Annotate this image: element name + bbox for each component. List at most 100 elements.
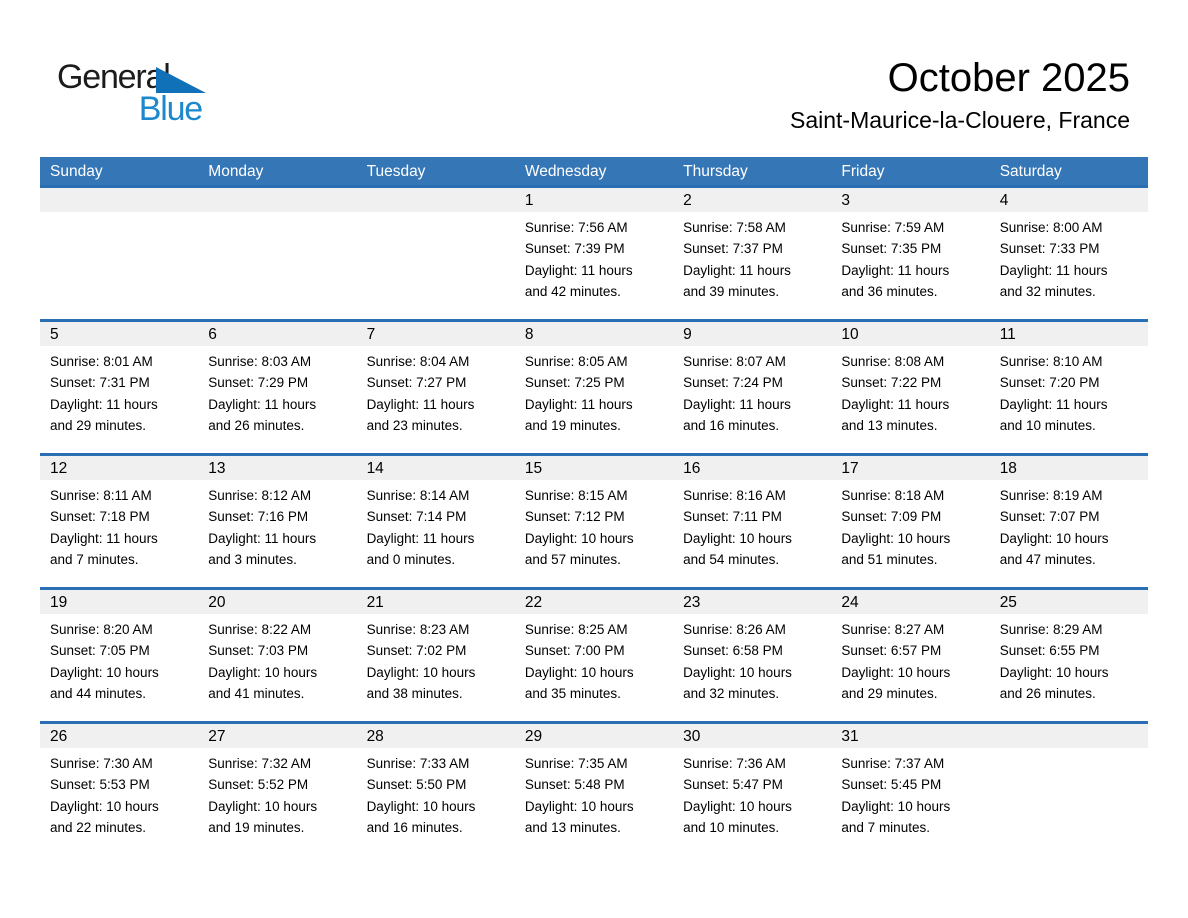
daylight-line-2: and 10 minutes. [999, 418, 1096, 434]
daylight-line-1: Daylight: 11 hours [841, 262, 950, 278]
daylight-line-2: and 0 minutes. [366, 552, 456, 568]
calendar-cell: 12 Sunrise: 8:11 AM Sunset: 7:18 PM Dayligh… [40, 456, 199, 587]
calendar-cell: 23 Sunrise: 8:26 AM Sunset: 6:58 PM Dayligh… [673, 590, 832, 721]
daylight-line-2: and 29 minutes. [841, 686, 938, 702]
sunset-text: Sunset: 7:16 PM [208, 509, 309, 525]
day-number: 28 [366, 728, 384, 745]
day-details: Sunrise: 7:58 AM Sunset: 7:37 PM Daylight:… [673, 212, 831, 303]
calendar-cell: 30 Sunrise: 7:36 AM Sunset: 5:47 PM Dayligh… [673, 724, 832, 855]
daylight-line-1: Daylight: 10 hours [841, 798, 951, 814]
day-number: 10 [841, 326, 859, 343]
calendar-cell: 19 Sunrise: 8:20 AM Sunset: 7:05 PM Dayligh… [40, 590, 199, 721]
day-number: 31 [841, 728, 859, 745]
day-details [198, 212, 356, 217]
daylight-line-1: Daylight: 11 hours [50, 396, 158, 412]
daylight-line-2: and 22 minutes. [50, 820, 147, 836]
day-number-band: 24 [831, 590, 990, 614]
daylight-line-2: and 39 minutes. [683, 284, 780, 300]
title-block: October 2025 Saint-Maurice-la-Clouere, F… [790, 55, 1130, 136]
daylight-line-1: Daylight: 11 hours [208, 396, 317, 412]
day-details: Sunrise: 7:56 AM Sunset: 7:39 PM Daylight:… [515, 212, 673, 303]
calendar-cell: 20 Sunrise: 8:22 AM Sunset: 7:03 PM Dayligh… [198, 590, 357, 721]
sunrise-text: Sunrise: 8:14 AM [366, 488, 470, 503]
day-number: 23 [683, 594, 701, 611]
day-number-band: 19 [40, 590, 199, 614]
calendar-cell: 18 Sunrise: 8:19 AM Sunset: 7:07 PM Dayligh… [989, 456, 1148, 587]
calendar-cell: 6 Sunrise: 8:03 AM Sunset: 7:29 PM Daylight… [198, 322, 357, 453]
day-number-band: 23 [673, 590, 832, 614]
sunrise-text: Sunrise: 7:59 AM [841, 220, 945, 235]
sunset-text: Sunset: 7:35 PM [841, 241, 942, 257]
day-number-band: 4 [989, 188, 1148, 212]
calendar-cell: 5 Sunrise: 8:01 AM Sunset: 7:31 PM Daylight… [40, 322, 199, 453]
calendar-cell: 2 Sunrise: 7:58 AM Sunset: 7:37 PM Daylight… [673, 188, 832, 319]
day-details: Sunrise: 8:20 AM Sunset: 7:05 PM Daylight:… [40, 614, 198, 705]
day-number-band: 18 [989, 456, 1148, 480]
day-number-band: 27 [198, 724, 357, 748]
daylight-line-2: and 29 minutes. [50, 418, 147, 434]
day-details: Sunrise: 7:35 AM Sunset: 5:48 PM Daylight:… [515, 748, 673, 839]
day-details: Sunrise: 7:37 AM Sunset: 5:45 PM Daylight:… [831, 748, 989, 839]
day-number-band: 8 [514, 322, 674, 346]
day-number: 2 [683, 192, 692, 209]
daylight-line-1: Daylight: 10 hours [841, 664, 951, 680]
daylight-line-1: Daylight: 10 hours [50, 798, 159, 814]
daylight-line-2: and 7 minutes. [50, 552, 139, 568]
logo-text-blue: Blue [138, 90, 203, 128]
day-number-band: 2 [673, 188, 832, 212]
sunrise-text: Sunrise: 7:32 AM [208, 756, 312, 771]
sunset-text: Sunset: 7:09 PM [841, 509, 942, 525]
daylight-line-1: Daylight: 10 hours [524, 798, 634, 814]
daylight-line-1: Daylight: 11 hours [524, 396, 633, 412]
calendar-cell: 11 Sunrise: 8:10 AM Sunset: 7:20 PM Dayligh… [989, 322, 1148, 453]
daylight-line-2: and 41 minutes. [208, 686, 305, 702]
calendar-cell: 9 Sunrise: 8:07 AM Sunset: 7:24 PM Daylight… [673, 322, 832, 453]
sunrise-text: Sunrise: 8:25 AM [524, 622, 628, 637]
daylight-line-1: Daylight: 11 hours [208, 530, 317, 546]
sunrise-text: Sunrise: 8:22 AM [208, 622, 312, 637]
day-details: Sunrise: 8:03 AM Sunset: 7:29 PM Daylight:… [198, 346, 356, 437]
calendar-cell: 3 Sunrise: 7:59 AM Sunset: 7:35 PM Daylight… [831, 188, 990, 319]
daylight-line-2: and 32 minutes. [683, 686, 780, 702]
day-details: Sunrise: 8:01 AM Sunset: 7:31 PM Daylight:… [40, 346, 198, 437]
daylight-line-1: Daylight: 11 hours [999, 262, 1108, 278]
calendar-cell-empty [989, 724, 1148, 855]
day-number: 25 [999, 594, 1017, 611]
day-details: Sunrise: 8:15 AM Sunset: 7:12 PM Daylight:… [515, 480, 673, 571]
day-number: 19 [50, 594, 68, 611]
day-number-band: 1 [514, 188, 674, 212]
daylight-line-2: and 16 minutes. [683, 418, 780, 434]
sunset-text: Sunset: 7:31 PM [50, 375, 150, 391]
day-number-band: 15 [514, 456, 674, 480]
day-details: Sunrise: 8:26 AM Sunset: 6:58 PM Daylight:… [673, 614, 831, 705]
daylight-line-2: and 32 minutes. [999, 284, 1096, 300]
day-number: 8 [524, 326, 534, 343]
sunrise-text: Sunrise: 8:19 AM [999, 488, 1103, 503]
sunset-text: Sunset: 7:05 PM [50, 643, 150, 659]
daylight-line-2: and 16 minutes. [366, 820, 463, 836]
calendar-cell-empty [198, 188, 357, 319]
daylight-line-2: and 13 minutes. [841, 418, 938, 434]
sunset-text: Sunset: 7:11 PM [683, 509, 782, 525]
sunset-text: Sunset: 7:00 PM [524, 643, 625, 659]
sunset-text: Sunset: 7:37 PM [683, 241, 783, 257]
sunrise-text: Sunrise: 8:01 AM [50, 354, 153, 369]
sunset-text: Sunset: 5:47 PM [683, 777, 783, 793]
day-details: Sunrise: 8:22 AM Sunset: 7:03 PM Daylight:… [198, 614, 356, 705]
day-number: 11 [999, 326, 1016, 343]
sunset-text: Sunset: 7:25 PM [524, 375, 625, 391]
daylight-line-2: and 23 minutes. [366, 418, 463, 434]
weekday-header-wednesday: Wednesday [524, 163, 607, 180]
day-number-band: 12 [40, 456, 199, 480]
day-details: Sunrise: 7:36 AM Sunset: 5:47 PM Daylight:… [673, 748, 831, 839]
weekday-header-sunday: Sunday [50, 163, 103, 180]
daylight-line-1: Daylight: 11 hours [524, 262, 633, 278]
daylight-line-2: and 26 minutes. [208, 418, 305, 434]
day-number: 16 [683, 460, 701, 477]
day-number: 24 [841, 594, 859, 611]
day-details: Sunrise: 8:29 AM Sunset: 6:55 PM Daylight:… [990, 614, 1148, 705]
calendar-cell: 1 Sunrise: 7:56 AM Sunset: 7:39 PM Daylight… [514, 188, 674, 319]
day-number: 13 [208, 460, 226, 477]
day-number-band: 31 [831, 724, 990, 748]
day-number: 7 [366, 326, 376, 343]
